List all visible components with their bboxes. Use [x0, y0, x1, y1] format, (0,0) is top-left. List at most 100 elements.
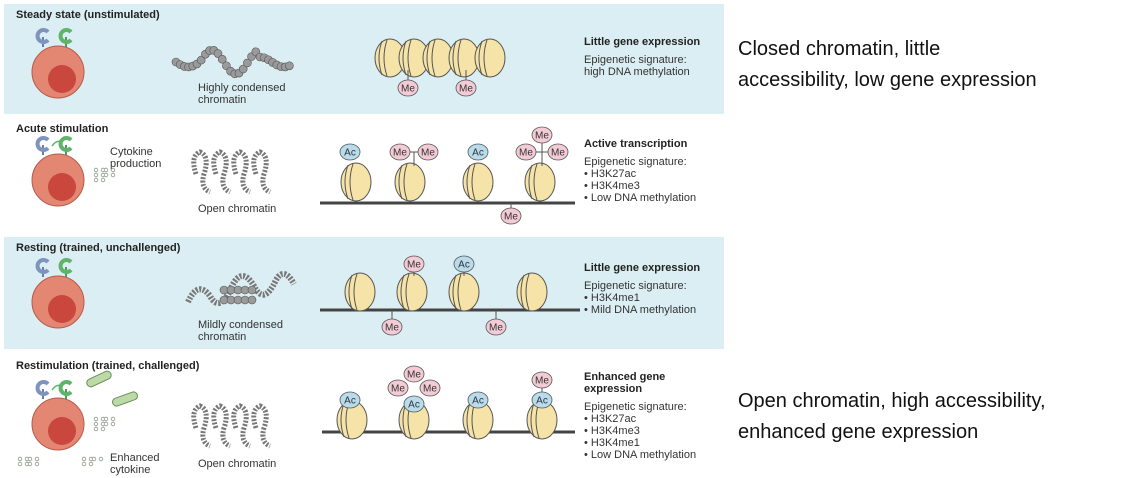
cytokine-dot [81, 456, 87, 462]
signature-title: Little gene expression [584, 36, 700, 48]
chromatin-label: Mildly condensed [198, 319, 283, 331]
panel-1: Steady state (unstimulated) Highly conden… [4, 4, 724, 114]
caption-line: accessibility, low gene expression [738, 69, 1037, 91]
chromatin-bead [285, 61, 294, 71]
methyl-tag [417, 143, 439, 161]
activation-arrow [51, 384, 63, 391]
trained-immunity-diagram: Steady state (unstimulated) Highly conden… [4, 4, 724, 476]
pathogen [86, 370, 112, 388]
acetyl-tag [467, 143, 489, 161]
caption-open-chromatin: Open chromatin, high accessibility, enha… [738, 386, 1046, 448]
chromatin-bead [243, 58, 252, 68]
chromatin-bead [247, 285, 257, 295]
panel-title: Resting (trained, unchallenged) [16, 242, 181, 254]
cytokine-dot [93, 426, 99, 432]
methyl-tag-label: Me [407, 260, 421, 271]
cell-label: cytokine [110, 464, 150, 476]
methyl-tag-label: Me [393, 148, 407, 159]
panel-background [4, 4, 724, 114]
signature-line: • H3K4me1 [584, 437, 640, 449]
cytokine-dot [27, 461, 33, 467]
signature-title: Active transcription [584, 138, 688, 150]
cytokine-dot [93, 167, 99, 173]
methyl-tag-label: Me [407, 370, 421, 381]
panel-3: Resting (trained, unchallenged) Mildly co… [4, 237, 724, 349]
methyl-tag [485, 318, 507, 336]
cytokine-dot [93, 172, 99, 178]
cytokine-dot [100, 177, 106, 183]
chromatin-loop [231, 403, 252, 449]
cytokine-dot [103, 172, 109, 178]
panel-title: Restimulation (trained, challenged) [16, 360, 200, 372]
cell-label: Cytokine [110, 146, 153, 158]
caption-line: Closed chromatin, little [738, 38, 941, 60]
nucleosome [524, 162, 556, 202]
signature-line: • H3K27ac [584, 168, 637, 180]
cytokine-dot [17, 456, 23, 462]
methyl-tag-label: Me [551, 148, 565, 159]
nucleosome [344, 272, 376, 312]
chromatin-bead [238, 64, 248, 74]
acetyl-tag-label: Ac [458, 260, 470, 271]
nucleosome-wrap [426, 39, 436, 77]
signature-line: • Mild DNA methylation [584, 304, 696, 316]
chromatin-loop [191, 149, 212, 195]
methyl-tag-label: Me [535, 376, 549, 387]
nucleosome-wrap [344, 163, 354, 201]
chromatin-loop [231, 149, 252, 195]
receptor-cup-green [58, 136, 73, 152]
caption-line: Open chromatin, high accessibility, [738, 390, 1046, 412]
cytokine-dot [103, 421, 109, 427]
methyl-tag [455, 79, 477, 97]
cytokine-dot [98, 456, 104, 462]
chromatin-label: Highly condensed [198, 82, 285, 94]
methyl-tag [387, 379, 409, 397]
chromatin-label: chromatin [198, 331, 246, 343]
cytokine-dot [81, 461, 87, 467]
signature-line: Epigenetic signature: [584, 401, 687, 413]
nucleosome-wrap [478, 39, 488, 77]
chromatin-loop [251, 403, 272, 449]
signature-line: • Low DNA methylation [584, 192, 696, 204]
nucleosome-wrap [400, 273, 410, 311]
signature-title: expression [584, 383, 642, 395]
signature-line: • H3K27ac [584, 413, 637, 425]
nucleosome-wrap [398, 163, 408, 201]
methyl-tag [419, 379, 441, 397]
signature-line: Epigenetic signature: [584, 156, 687, 168]
acetyl-tag-label: Ac [408, 400, 420, 411]
cytokine-dot [93, 416, 99, 422]
chromatin-bead [247, 295, 257, 305]
methyl-tag-label: Me [535, 131, 549, 142]
acetyl-tag-label: Ac [344, 148, 356, 159]
signature-line: Epigenetic signature: [584, 54, 687, 66]
acetyl-tag [339, 143, 361, 161]
nucleosome-wrap [378, 39, 388, 77]
acetyl-tag [467, 391, 489, 409]
cytokine-dot [100, 426, 106, 432]
methyl-tag [500, 207, 522, 225]
receptor-cup-blue [35, 28, 50, 44]
nucleosome-wrap [520, 273, 530, 311]
methyl-tag-label: Me [519, 148, 533, 159]
pathogen [112, 391, 138, 407]
methyl-tag [403, 365, 425, 383]
methyl-tag-label: Me [459, 84, 473, 95]
chromatin-loop [191, 403, 212, 449]
methyl-tag-label: Me [401, 84, 415, 95]
cytokine-dot [93, 177, 99, 183]
methyl-tag-label: Me [489, 323, 503, 334]
methyl-tag-label: Me [385, 323, 399, 334]
signature-line: • H3K4me3 [584, 180, 640, 192]
cytokine-dot [110, 172, 116, 178]
cytokine-dot [34, 456, 40, 462]
nucleosome [394, 162, 426, 202]
nucleosome [340, 162, 372, 202]
methyl-tag-label: Me [423, 384, 437, 395]
cytokine-dot [110, 421, 116, 427]
methyl-tag [397, 79, 419, 97]
nucleosome [516, 272, 548, 312]
methyl-tag [381, 318, 403, 336]
nucleosome [462, 162, 494, 202]
